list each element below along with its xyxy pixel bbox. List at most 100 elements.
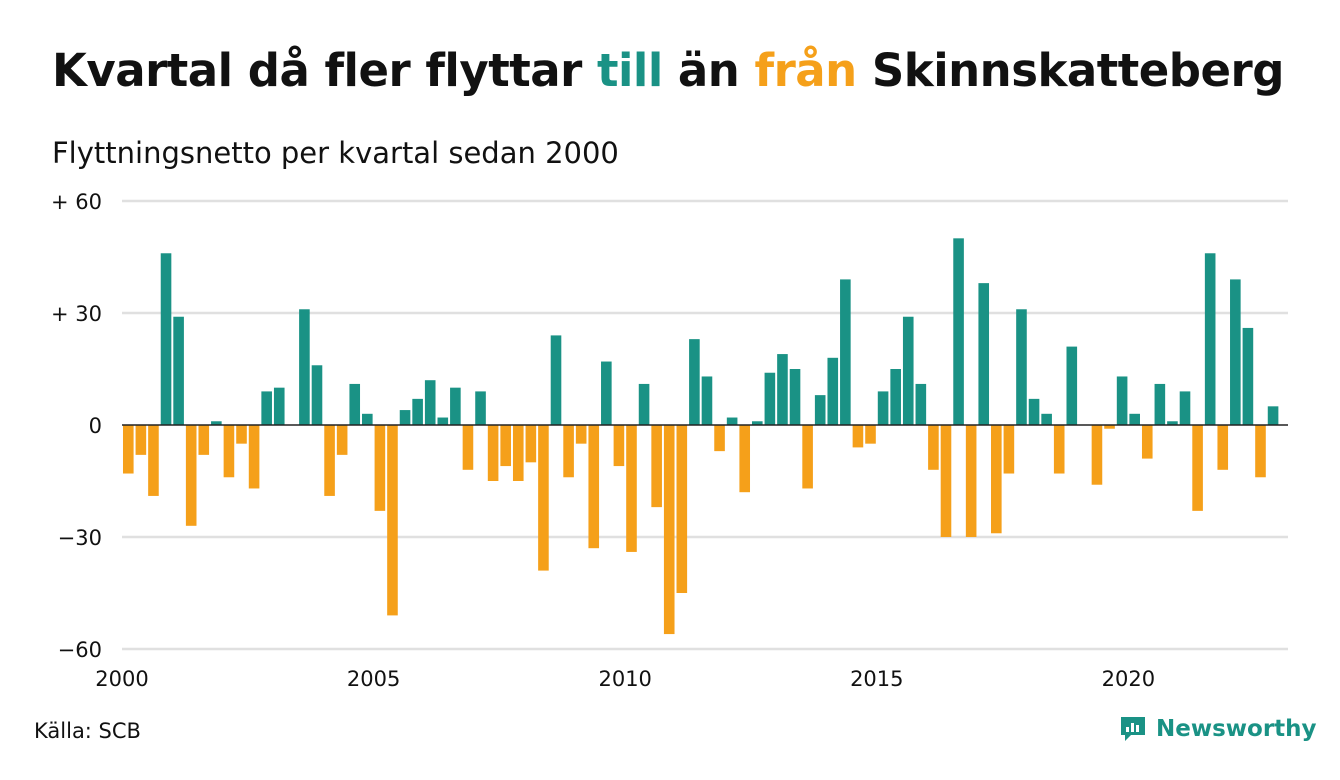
- bar: [651, 425, 662, 508]
- bar: [450, 387, 461, 425]
- title-highlight-till: till: [596, 44, 663, 97]
- bar: [462, 425, 474, 470]
- bar: [789, 369, 801, 425]
- bar: [148, 425, 159, 496]
- bar: [399, 410, 411, 425]
- bar: [1267, 406, 1279, 425]
- bar: [211, 421, 222, 425]
- y-tick-label: 0: [89, 414, 102, 438]
- bar: [978, 283, 990, 425]
- x-tick-label: 2015: [850, 667, 903, 691]
- bar: [1204, 253, 1216, 425]
- bar: [953, 238, 964, 425]
- bar: [412, 398, 423, 425]
- bar: [1141, 425, 1153, 459]
- bar: [638, 383, 650, 425]
- chart-subtitle: Flyttningsnetto per kvartal sedan 2000: [52, 136, 619, 170]
- bar: [575, 425, 587, 444]
- x-tick-label: 2000: [95, 667, 148, 691]
- bars-layer: [122, 238, 1279, 635]
- bar: [1003, 425, 1015, 474]
- bar: [424, 380, 436, 425]
- bar: [991, 425, 1002, 534]
- bar: [550, 335, 562, 425]
- bar: [525, 425, 537, 463]
- bar: [588, 425, 600, 549]
- bar: [915, 383, 927, 425]
- bar: [563, 425, 574, 478]
- bar: [311, 365, 323, 425]
- bar: [387, 425, 398, 616]
- bar: [739, 425, 751, 493]
- bar: [890, 369, 901, 425]
- bar: [601, 361, 612, 425]
- bar: [1116, 376, 1128, 425]
- title-highlight-fran: från: [754, 44, 858, 97]
- bar: [475, 391, 486, 425]
- bar: [336, 425, 348, 455]
- bar-chart-logo-icon: [1121, 717, 1145, 741]
- bar: [261, 391, 272, 425]
- bar: [865, 425, 876, 444]
- bar: [538, 425, 549, 571]
- axis-layer: + 60 + 30 0 −30 −60 2000 2005 2010 2015 2020: [51, 190, 1288, 691]
- bar: [374, 425, 386, 511]
- bar-chart: + 60 + 30 0 −30 −60 2000 2005 2010 2015 2020: [51, 190, 1288, 691]
- bar: [349, 383, 361, 425]
- source-label: Källa: SCB: [34, 719, 141, 743]
- bar: [1179, 391, 1191, 425]
- grid-layer: [122, 199, 1288, 651]
- bar: [223, 425, 235, 478]
- chart-title: Kvartal då fler flyttar till än från Ski…: [52, 44, 1284, 97]
- bar: [1242, 327, 1254, 425]
- bar: [1230, 279, 1241, 425]
- bar: [160, 253, 172, 425]
- bar: [1217, 425, 1229, 470]
- bar: [1066, 346, 1078, 425]
- bar: [437, 417, 449, 425]
- bar: [777, 354, 788, 425]
- bar: [236, 425, 247, 444]
- bar: [840, 279, 851, 425]
- bar: [877, 391, 889, 425]
- bar: [676, 425, 688, 593]
- x-tick-label: 2010: [598, 667, 651, 691]
- brand-logo[interactable]: Newsworthy: [1118, 714, 1317, 744]
- y-tick-label: + 60: [51, 190, 102, 214]
- title-part-1: Kvartal då fler flyttar: [52, 44, 597, 97]
- bar: [814, 395, 826, 425]
- bar: [726, 417, 738, 425]
- x-tick-label: 2020: [1102, 667, 1155, 691]
- bar: [122, 425, 134, 474]
- title-part-2: än: [662, 44, 755, 97]
- bar: [362, 413, 373, 425]
- bar: [1016, 309, 1027, 425]
- bar: [613, 425, 625, 467]
- bar: [663, 425, 675, 635]
- title-part-3: Skinnskatteberg: [856, 44, 1285, 97]
- bar: [626, 425, 637, 552]
- bar: [299, 309, 310, 425]
- bar: [827, 357, 839, 425]
- brand-name: Newsworthy: [1156, 716, 1317, 742]
- bar: [500, 425, 511, 467]
- bar: [173, 316, 184, 425]
- bar: [248, 425, 260, 489]
- bar: [1091, 425, 1103, 485]
- bar: [751, 421, 763, 425]
- bar: [1167, 421, 1178, 425]
- bar: [324, 425, 335, 496]
- bar: [689, 339, 700, 425]
- y-tick-label: −60: [58, 638, 102, 662]
- bar: [940, 425, 952, 537]
- bar: [1129, 413, 1140, 425]
- bar: [1154, 383, 1166, 425]
- bar: [1028, 398, 1040, 425]
- bar: [928, 425, 939, 470]
- bar: [185, 425, 197, 526]
- bar: [902, 316, 914, 425]
- y-tick-label: + 30: [51, 302, 102, 326]
- bar: [965, 425, 977, 537]
- bar: [1053, 425, 1065, 474]
- bar: [701, 376, 713, 425]
